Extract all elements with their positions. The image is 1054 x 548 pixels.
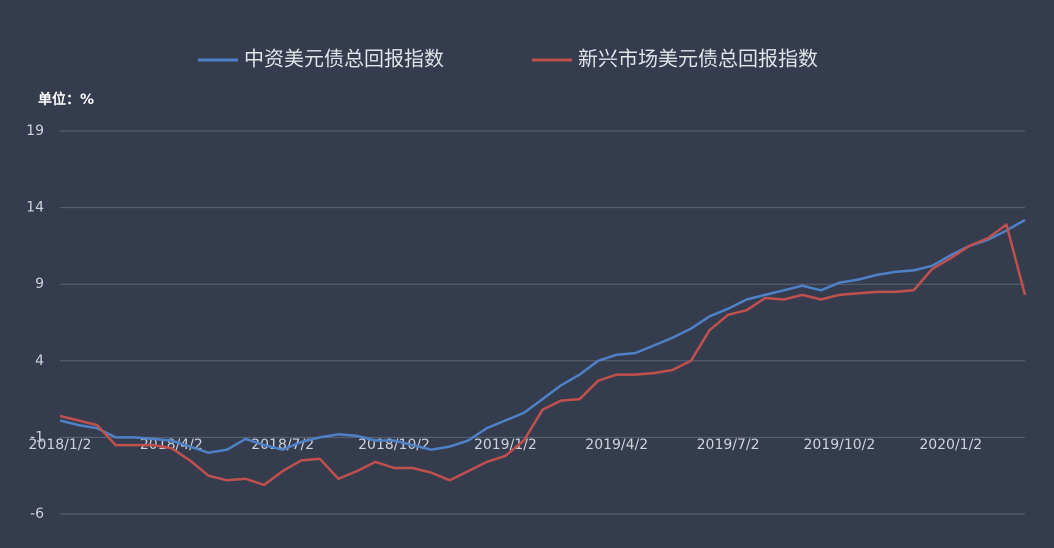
unit-label: 单位：% [38,91,94,108]
x-tick-label: 2018/7/2 [251,437,314,453]
y-tick-label: -1 [30,429,44,445]
x-tick-label: 2019/4/2 [585,437,648,453]
series-line [59,223,1027,487]
x-tick-label: 2020/1/2 [919,437,982,453]
x-tick-label: 2018/4/2 [140,437,203,453]
y-tick-label: 19 [26,123,44,139]
x-tick-label: 2019/10/2 [804,437,876,453]
y-tick-label: 4 [35,353,44,369]
x-tick-label: 2019/7/2 [697,437,760,453]
y-tick-label: -6 [30,506,44,522]
legend-label: 新兴市场美元债总回报指数 [578,47,818,71]
x-tick-label: 2019/1/2 [474,437,537,453]
x-tick-label: 2018/1/2 [29,437,92,453]
y-tick-label: 14 [26,200,44,216]
legend-label: 中资美元债总回报指数 [244,47,444,71]
y-tick-label: 9 [35,276,44,292]
series-line [59,218,1026,454]
